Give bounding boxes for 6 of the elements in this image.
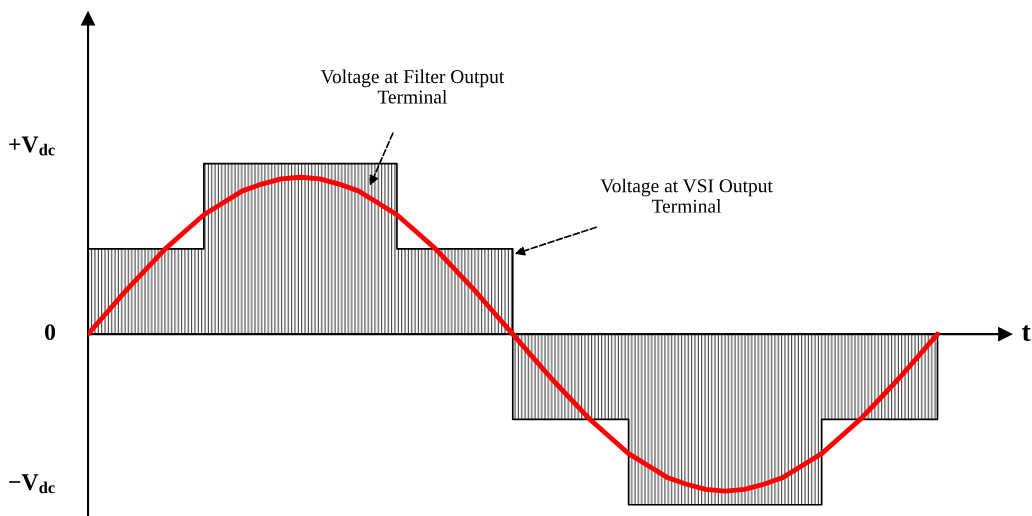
annotation: Voltage at VSI Output Terminal [600,178,773,213]
x-axis-title: t [1022,325,1031,342]
text: −V$_{dc}$ [9,474,55,494]
text: 0 [45,324,56,341]
text: Voltage at Filter Output Terminal [320,69,505,104]
text: +V$_{dc}$ [9,136,55,156]
